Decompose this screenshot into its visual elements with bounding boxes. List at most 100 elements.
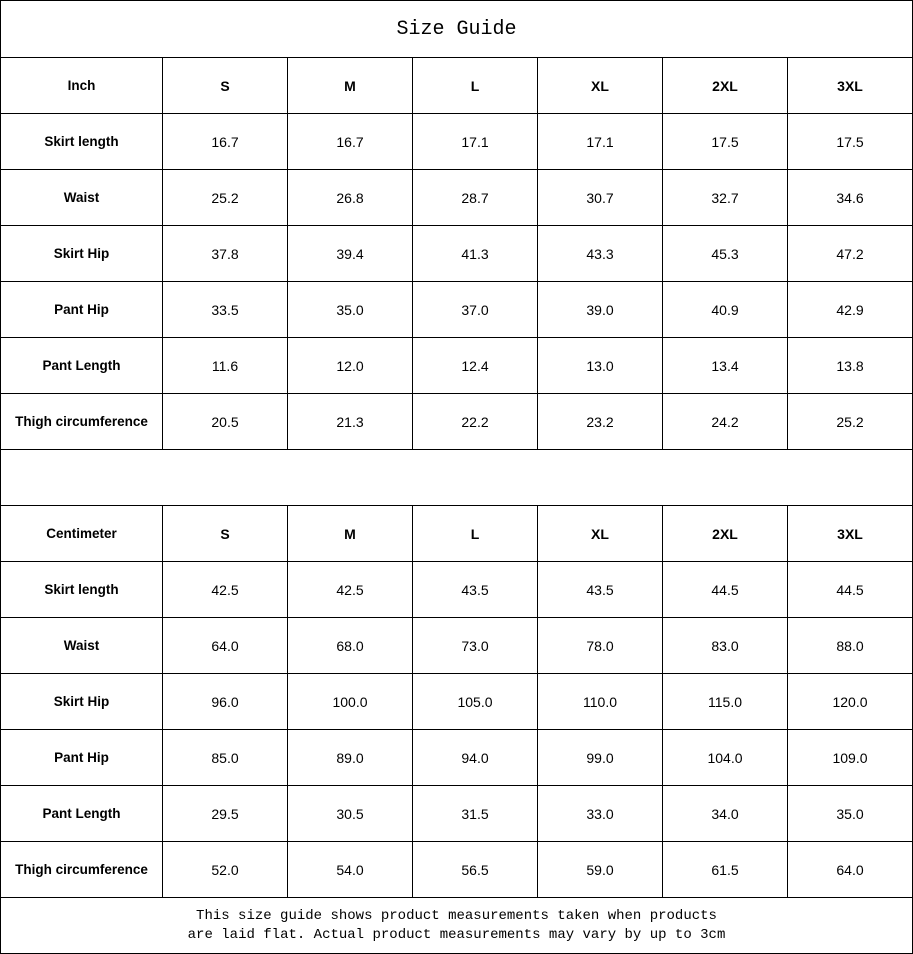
measurement-value: 17.5	[787, 114, 912, 169]
measurement-value: 37.0	[412, 282, 537, 337]
measurement-value: 120.0	[787, 674, 912, 729]
measurement-value: 59.0	[537, 842, 662, 897]
measurement-value: 42.5	[162, 562, 287, 617]
unit-label: Inch	[67, 78, 96, 93]
measurement-value: 43.5	[537, 562, 662, 617]
table-row: Pant Length 11.6 12.0 12.4 13.0 13.4 13.8	[1, 337, 912, 393]
measurement-value: 61.5	[662, 842, 787, 897]
measurement-label: Pant Hip	[54, 750, 109, 765]
measurement-value: 34.6	[787, 170, 912, 225]
measurement-value: 17.1	[412, 114, 537, 169]
measurement-value: 12.4	[412, 338, 537, 393]
measurement-value: 42.5	[287, 562, 412, 617]
measurement-value: 89.0	[287, 730, 412, 785]
size-header: 3XL	[787, 58, 912, 113]
table-row: Pant Hip 85.0 89.0 94.0 99.0 104.0 109.0	[1, 729, 912, 785]
measurement-label: Pant Length	[42, 806, 121, 821]
measurement-value: 56.5	[412, 842, 537, 897]
measurement-value: 32.7	[662, 170, 787, 225]
measurement-label: Waist	[63, 190, 100, 205]
measurement-value: 37.8	[162, 226, 287, 281]
table-row: Thigh circumference 20.5 21.3 22.2 23.2 24.2 2…	[1, 393, 912, 449]
page-title: Size Guide	[396, 17, 517, 41]
measurement-value: 29.5	[162, 786, 287, 841]
table-row: Skirt length 42.5 42.5 43.5 43.5 44.5 44.5	[1, 561, 912, 617]
measurement-value: 34.0	[662, 786, 787, 841]
measurement-value: 39.0	[537, 282, 662, 337]
measurement-value: 110.0	[537, 674, 662, 729]
measurement-label: Skirt Hip	[53, 246, 110, 261]
size-header: L	[412, 506, 537, 561]
table-spacer-row	[1, 449, 912, 505]
footer-note-line-2: are laid flat. Actual product measuremen…	[187, 926, 726, 943]
unit-label: Centimeter	[46, 526, 117, 541]
measurement-value: 52.0	[162, 842, 287, 897]
measurement-value: 68.0	[287, 618, 412, 673]
measurement-value: 26.8	[287, 170, 412, 225]
measurement-value: 64.0	[162, 618, 287, 673]
measurement-value: 25.2	[162, 170, 287, 225]
measurement-label: Thigh circumference	[15, 414, 148, 429]
measurement-value: 35.0	[287, 282, 412, 337]
size-header: S	[162, 58, 287, 113]
table-row: Waist 64.0 68.0 73.0 78.0 83.0 88.0	[1, 617, 912, 673]
measurement-label: Skirt Hip	[53, 694, 110, 709]
measurement-value: 54.0	[287, 842, 412, 897]
measurement-value: 64.0	[787, 842, 912, 897]
measurement-label: Thigh circumference	[15, 862, 148, 877]
measurement-value: 17.5	[662, 114, 787, 169]
measurement-value: 33.5	[162, 282, 287, 337]
measurement-value: 13.4	[662, 338, 787, 393]
measurement-value: 45.3	[662, 226, 787, 281]
table-row: Thigh circumference 52.0 54.0 56.5 59.0 61.5 6…	[1, 841, 912, 897]
size-header: 3XL	[787, 506, 912, 561]
measurement-label: Skirt length	[44, 134, 119, 149]
measurement-value: 16.7	[287, 114, 412, 169]
measurement-label: Pant Length	[42, 358, 121, 373]
table-row: Pant Length 29.5 30.5 31.5 33.0 34.0 35.0	[1, 785, 912, 841]
measurement-value: 73.0	[412, 618, 537, 673]
measurement-value: 47.2	[787, 226, 912, 281]
measurement-value: 100.0	[287, 674, 412, 729]
measurement-value: 13.0	[537, 338, 662, 393]
table-row: Skirt Hip 37.8 39.4 41.3 43.3 45.3 47.2	[1, 225, 912, 281]
measurement-value: 13.8	[787, 338, 912, 393]
measurement-value: 99.0	[537, 730, 662, 785]
measurement-value: 104.0	[662, 730, 787, 785]
measurement-value: 16.7	[162, 114, 287, 169]
measurement-value: 43.5	[412, 562, 537, 617]
measurement-value: 11.6	[162, 338, 287, 393]
size-header: S	[162, 506, 287, 561]
footer-note: This size guide shows product measuremen…	[1, 898, 912, 953]
measurement-value: 30.5	[287, 786, 412, 841]
measurement-value: 43.3	[537, 226, 662, 281]
table-row: Skirt Hip 96.0 100.0 105.0 110.0 115.0 120.0	[1, 673, 912, 729]
size-header: M	[287, 506, 412, 561]
measurement-value: 44.5	[787, 562, 912, 617]
measurement-value: 28.7	[412, 170, 537, 225]
size-header: XL	[537, 506, 662, 561]
measurement-value: 115.0	[662, 674, 787, 729]
measurement-value: 23.2	[537, 394, 662, 449]
measurement-value: 94.0	[412, 730, 537, 785]
footer-note-row: This size guide shows product measuremen…	[1, 897, 912, 953]
table-header-row: Inch S M L XL 2XL 3XL	[1, 57, 912, 113]
measurement-value: 109.0	[787, 730, 912, 785]
measurement-value: 39.4	[287, 226, 412, 281]
size-header: M	[287, 58, 412, 113]
measurement-value: 30.7	[537, 170, 662, 225]
table-row: Skirt length 16.7 16.7 17.1 17.1 17.5 17.5	[1, 113, 912, 169]
measurement-value: 78.0	[537, 618, 662, 673]
measurement-value: 40.9	[662, 282, 787, 337]
measurement-label: Waist	[63, 638, 100, 653]
measurement-value: 20.5	[162, 394, 287, 449]
measurement-value: 12.0	[287, 338, 412, 393]
size-header: 2XL	[662, 58, 787, 113]
footer-note-line-1: This size guide shows product measuremen…	[196, 907, 717, 924]
size-header: 2XL	[662, 506, 787, 561]
measurement-value: 35.0	[787, 786, 912, 841]
measurement-value: 31.5	[412, 786, 537, 841]
size-header: L	[412, 58, 537, 113]
measurement-value: 24.2	[662, 394, 787, 449]
